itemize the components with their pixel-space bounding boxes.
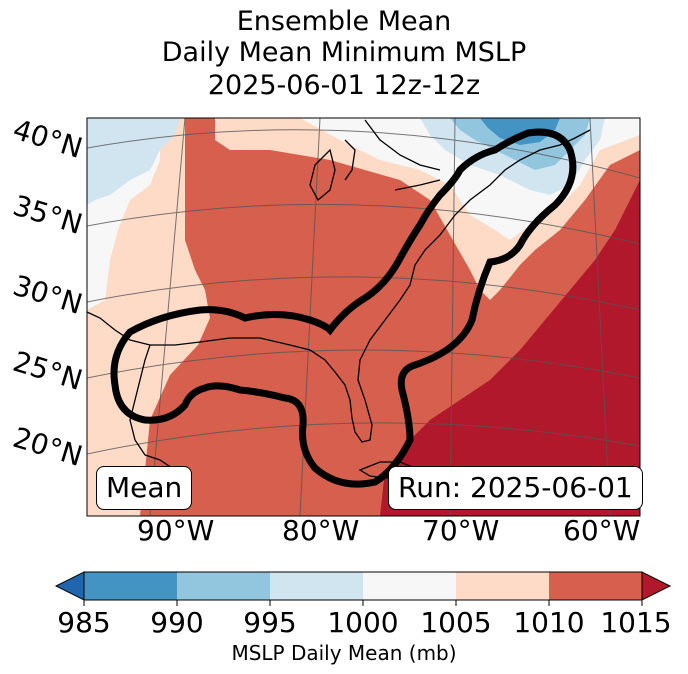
colorbar-1010-1015 <box>549 572 642 600</box>
lon-label-90: 90°W <box>137 514 215 547</box>
colorbar-1000-1005 <box>363 572 456 600</box>
region-995-1000-west <box>87 118 180 205</box>
colorbar-1005-1010 <box>456 572 549 600</box>
title-line-1: Ensemble Mean <box>236 6 452 37</box>
region-985-990 <box>480 118 560 145</box>
colorbar-tick-990: 990 <box>150 606 204 639</box>
region-gt-1015 <box>380 180 640 516</box>
title-line-2: Daily Mean Minimum MSLP <box>161 37 527 68</box>
colorbar-995-1000 <box>270 572 363 600</box>
colorbar-tick-1015: 1015 <box>600 606 672 639</box>
colorbar-tick-985: 985 <box>57 606 111 639</box>
colorbar-label: MSLP Daily Mean (mb) <box>231 641 457 665</box>
colorbar-extend-high <box>641 571 672 601</box>
colorbar-985-990 <box>84 572 177 600</box>
ensemble-outline <box>110 128 577 488</box>
colorbar-extend-low <box>54 571 85 601</box>
lon-label-70: 70°W <box>422 514 500 547</box>
lon-label-60: 60°W <box>563 514 641 547</box>
map-frame <box>86 117 641 517</box>
run-label: Run: 2025-06-01 <box>388 466 643 510</box>
colorbar-tick-995: 995 <box>243 606 297 639</box>
colorbar-990-995 <box>177 572 270 600</box>
lon-label-80: 80°W <box>282 514 360 547</box>
colorbar-tick-1010: 1010 <box>513 606 585 639</box>
mean-label: Mean <box>96 466 193 510</box>
colorbar-tick-1000: 1000 <box>327 606 399 639</box>
colorbar-tick-1005: 1005 <box>420 606 492 639</box>
title-line-3: 2025-06-01 12z-12z <box>207 70 481 101</box>
